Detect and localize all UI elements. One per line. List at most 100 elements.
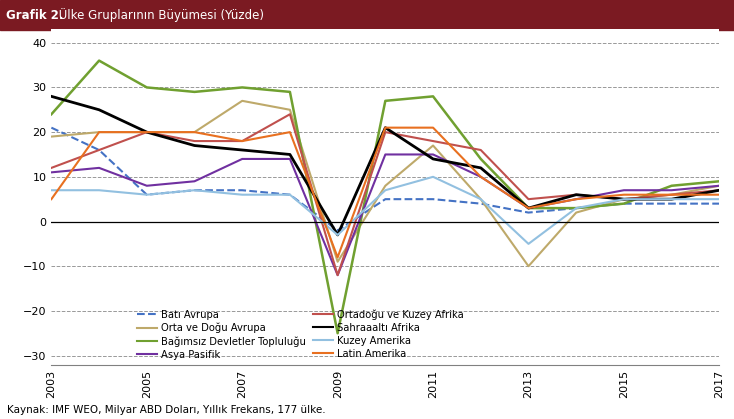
- Kuzey Amerika: [190, 188, 199, 193]
- Bağımsız Devletler Topluluğu: [619, 201, 628, 206]
- Kuzey Amerika: [381, 188, 390, 193]
- Sahraaaltı Afrika: [47, 94, 56, 99]
- Asya Pasifik: [619, 188, 628, 193]
- Sahraaaltı Afrika: [619, 197, 628, 202]
- Batı Avrupa: [190, 188, 199, 193]
- Orta ve Doğu Avrupa: [667, 192, 676, 197]
- Orta ve Doğu Avrupa: [190, 129, 199, 134]
- Batı Avrupa: [476, 201, 485, 206]
- Sahraaaltı Afrika: [715, 188, 724, 193]
- Bağımsız Devletler Topluluğu: [381, 98, 390, 103]
- Sahraaaltı Afrika: [95, 107, 103, 112]
- Asya Pasifik: [381, 152, 390, 157]
- Asya Pasifik: [333, 273, 342, 278]
- Latin Amerika: [381, 125, 390, 130]
- Kuzey Amerika: [572, 206, 581, 211]
- Legend: Batı Avrupa, Orta ve Doğu Avrupa, Bağımsız Devletler Topluluğu, Asya Pasifik, Or: Batı Avrupa, Orta ve Doğu Avrupa, Bağıms…: [137, 309, 464, 360]
- Bağımsız Devletler Topluluğu: [476, 156, 485, 161]
- Asya Pasifik: [667, 188, 676, 193]
- Batı Avrupa: [429, 197, 437, 202]
- Line: Asya Pasifik: Asya Pasifik: [51, 155, 719, 275]
- Ortadoğu ve Kuzey Afrika: [47, 166, 56, 171]
- Latin Amerika: [238, 139, 247, 144]
- Orta ve Doğu Avrupa: [429, 143, 437, 148]
- Kuzey Amerika: [524, 241, 533, 246]
- Asya Pasifik: [142, 183, 151, 188]
- Batı Avrupa: [667, 201, 676, 206]
- Bağımsız Devletler Topluluğu: [333, 331, 342, 336]
- Kuzey Amerika: [47, 188, 56, 193]
- Latin Amerika: [715, 192, 724, 197]
- Kuzey Amerika: [286, 192, 294, 197]
- Asya Pasifik: [286, 156, 294, 161]
- Line: Bağımsız Devletler Topluluğu: Bağımsız Devletler Topluluğu: [51, 61, 719, 333]
- Kuzey Amerika: [238, 192, 247, 197]
- Ortadoğu ve Kuzey Afrika: [286, 112, 294, 117]
- Latin Amerika: [142, 129, 151, 134]
- Sahraaaltı Afrika: [142, 129, 151, 134]
- Latin Amerika: [476, 174, 485, 179]
- Ortadoğu ve Kuzey Afrika: [619, 197, 628, 202]
- Latin Amerika: [429, 125, 437, 130]
- Asya Pasifik: [190, 179, 199, 184]
- Asya Pasifik: [572, 197, 581, 202]
- Asya Pasifik: [429, 152, 437, 157]
- Line: Ortadoğu ve Kuzey Afrika: Ortadoğu ve Kuzey Afrika: [51, 114, 719, 275]
- Sahraaaltı Afrika: [667, 197, 676, 202]
- Kuzey Amerika: [429, 174, 437, 179]
- Batı Avrupa: [572, 206, 581, 211]
- Line: Batı Avrupa: Batı Avrupa: [51, 128, 719, 230]
- Sahraaaltı Afrika: [286, 152, 294, 157]
- Ortadoğu ve Kuzey Afrika: [524, 197, 533, 202]
- Latin Amerika: [333, 255, 342, 260]
- Batı Avrupa: [333, 228, 342, 233]
- Kuzey Amerika: [476, 197, 485, 202]
- Orta ve Doğu Avrupa: [381, 183, 390, 188]
- Asya Pasifik: [524, 206, 533, 211]
- Bağımsız Devletler Topluluğu: [286, 89, 294, 94]
- Asya Pasifik: [47, 170, 56, 175]
- Asya Pasifik: [715, 183, 724, 188]
- Orta ve Doğu Avrupa: [476, 197, 485, 202]
- Ortadoğu ve Kuzey Afrika: [476, 147, 485, 153]
- Sahraaaltı Afrika: [476, 166, 485, 171]
- Kuzey Amerika: [333, 233, 342, 238]
- Line: Sahraaaltı Afrika: Sahraaaltı Afrika: [51, 96, 719, 235]
- Sahraaaltı Afrika: [381, 125, 390, 130]
- Line: Kuzey Amerika: Kuzey Amerika: [51, 177, 719, 244]
- Batı Avrupa: [47, 125, 56, 130]
- Batı Avrupa: [619, 201, 628, 206]
- Ortadoğu ve Kuzey Afrika: [238, 139, 247, 144]
- Ortadoğu ve Kuzey Afrika: [381, 129, 390, 134]
- Bağımsız Devletler Topluluğu: [715, 179, 724, 184]
- Bağımsız Devletler Topluluğu: [142, 85, 151, 90]
- Orta ve Doğu Avrupa: [333, 259, 342, 264]
- Text: Kaynak: IMF WEO, Milyar ABD Doları, Yıllık Frekans, 177 ülke.: Kaynak: IMF WEO, Milyar ABD Doları, Yıll…: [7, 405, 326, 415]
- Kuzey Amerika: [142, 192, 151, 197]
- Batı Avrupa: [715, 201, 724, 206]
- Orta ve Doğu Avrupa: [95, 129, 103, 134]
- Bağımsız Devletler Topluluğu: [429, 94, 437, 99]
- Batı Avrupa: [95, 147, 103, 153]
- Latin Amerika: [524, 206, 533, 211]
- Orta ve Doğu Avrupa: [524, 264, 533, 269]
- Ortadoğu ve Kuzey Afrika: [95, 147, 103, 153]
- Text: Ülke Gruplarının Büyümesi (Yüzde): Ülke Gruplarının Büyümesi (Yüzde): [55, 8, 264, 22]
- Orta ve Doğu Avrupa: [47, 134, 56, 139]
- Orta ve Doğu Avrupa: [238, 98, 247, 103]
- Latin Amerika: [286, 129, 294, 134]
- Bağımsız Devletler Topluluğu: [572, 206, 581, 211]
- Sahraaaltı Afrika: [429, 156, 437, 161]
- Bağımsız Devletler Topluluğu: [524, 206, 533, 211]
- Batı Avrupa: [381, 197, 390, 202]
- Orta ve Doğu Avrupa: [142, 129, 151, 134]
- Latin Amerika: [190, 129, 199, 134]
- Orta ve Doğu Avrupa: [619, 197, 628, 202]
- Latin Amerika: [95, 129, 103, 134]
- Ortadoğu ve Kuzey Afrika: [667, 192, 676, 197]
- Latin Amerika: [667, 192, 676, 197]
- Latin Amerika: [47, 197, 56, 202]
- Ortadoğu ve Kuzey Afrika: [572, 192, 581, 197]
- Kuzey Amerika: [95, 188, 103, 193]
- Latin Amerika: [572, 197, 581, 202]
